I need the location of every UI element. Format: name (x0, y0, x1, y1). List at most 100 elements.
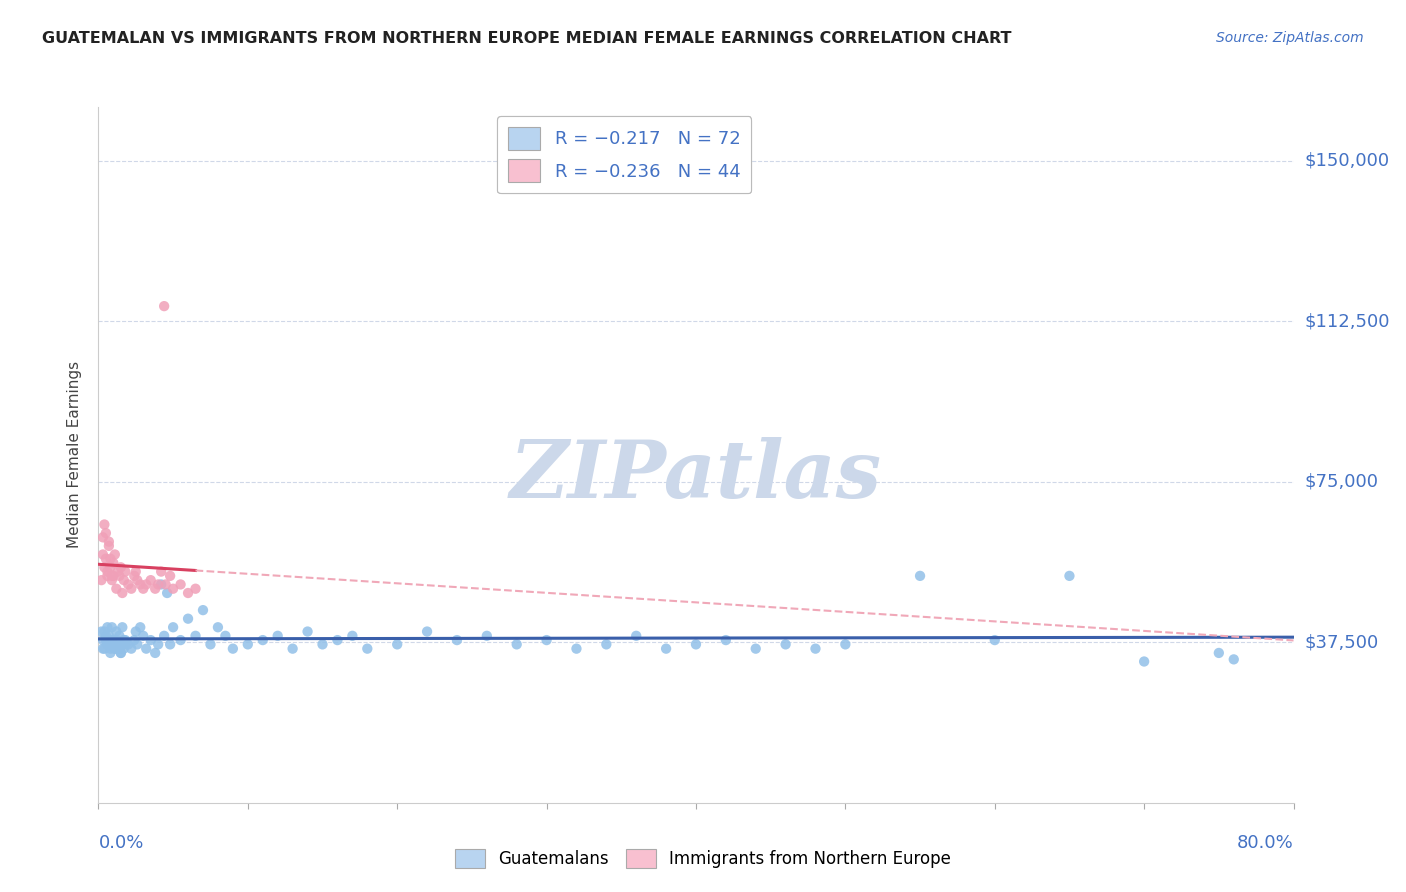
Point (108, 641, 131, 656)
Point (96, 569, 118, 583)
Point (155, 577, 177, 591)
Point (96, 620, 118, 634)
Point (127, 637, 149, 651)
Point (207, 620, 229, 634)
Point (143, 646, 166, 660)
Point (96, 637, 118, 651)
Point (595, 637, 617, 651)
Point (139, 633, 162, 648)
Point (117, 637, 139, 651)
Point (112, 641, 135, 656)
Point (536, 633, 558, 648)
Point (93, 624, 115, 639)
Point (162, 582, 184, 596)
Point (112, 573, 135, 587)
Point (184, 582, 207, 596)
Point (108, 569, 131, 583)
Point (125, 624, 148, 639)
Point (184, 629, 207, 643)
Point (983, 633, 1005, 648)
Text: $150,000: $150,000 (1305, 152, 1389, 169)
Point (139, 573, 162, 587)
Point (108, 629, 131, 643)
Point (91, 641, 114, 656)
Point (94, 551, 117, 566)
Point (311, 637, 333, 651)
Point (120, 641, 142, 656)
Point (98, 560, 122, 574)
Point (1223, 652, 1246, 666)
Point (93, 641, 115, 656)
Point (506, 637, 529, 651)
Point (169, 633, 191, 648)
Point (97, 637, 120, 651)
Point (93, 560, 115, 574)
Point (834, 637, 856, 651)
Point (124, 569, 146, 583)
Point (129, 577, 152, 591)
Point (111, 620, 134, 634)
Point (112, 633, 135, 648)
Point (90, 573, 112, 587)
Point (91, 633, 114, 648)
Point (169, 577, 191, 591)
Text: $112,500: $112,500 (1305, 312, 1391, 330)
Point (107, 565, 129, 579)
Point (98, 646, 122, 660)
Point (714, 633, 737, 648)
Point (110, 646, 132, 660)
Point (252, 633, 274, 648)
Point (111, 637, 134, 651)
Legend: R = −0.217   N = 72, R = −0.236   N = 44: R = −0.217 N = 72, R = −0.236 N = 44 (498, 116, 751, 194)
Point (104, 548, 127, 562)
Point (101, 620, 124, 634)
Point (153, 629, 176, 643)
Point (132, 582, 155, 596)
Point (110, 560, 132, 574)
Legend: Guatemalans, Immigrants from Northern Europe: Guatemalans, Immigrants from Northern Eu… (449, 842, 957, 875)
Point (91, 548, 114, 562)
Point (97, 539, 120, 553)
Point (103, 637, 125, 651)
Point (101, 569, 124, 583)
Point (177, 612, 200, 626)
Point (107, 637, 129, 651)
Point (107, 637, 129, 651)
Point (127, 573, 149, 587)
Point (745, 641, 768, 656)
Point (120, 582, 142, 596)
Point (104, 641, 127, 656)
Point (98, 551, 122, 566)
Point (1059, 569, 1081, 583)
Point (162, 620, 184, 634)
Point (281, 641, 304, 656)
Point (104, 641, 127, 656)
Point (125, 565, 148, 579)
Point (114, 565, 136, 579)
Point (91, 530, 114, 544)
Point (159, 637, 181, 651)
Point (101, 633, 124, 648)
Point (105, 624, 128, 639)
Point (94, 526, 117, 541)
Text: GUATEMALAN VS IMMIGRANTS FROM NORTHERN EUROPE MEDIAN FEMALE EARNINGS CORRELATION: GUATEMALAN VS IMMIGRANTS FROM NORTHERN E… (42, 31, 1012, 46)
Point (135, 577, 157, 591)
Point (97, 534, 120, 549)
Point (177, 586, 200, 600)
Point (475, 629, 498, 643)
Point (775, 637, 797, 651)
Point (624, 629, 647, 643)
Text: Source: ZipAtlas.com: Source: ZipAtlas.com (1216, 31, 1364, 45)
Point (1208, 646, 1230, 660)
Point (129, 620, 152, 634)
Point (446, 633, 468, 648)
Point (114, 637, 136, 651)
Point (94, 633, 117, 648)
Point (214, 629, 236, 643)
Point (117, 577, 139, 591)
Point (124, 633, 146, 648)
Point (655, 641, 678, 656)
Point (342, 629, 364, 643)
Point (222, 641, 245, 656)
Point (159, 569, 181, 583)
